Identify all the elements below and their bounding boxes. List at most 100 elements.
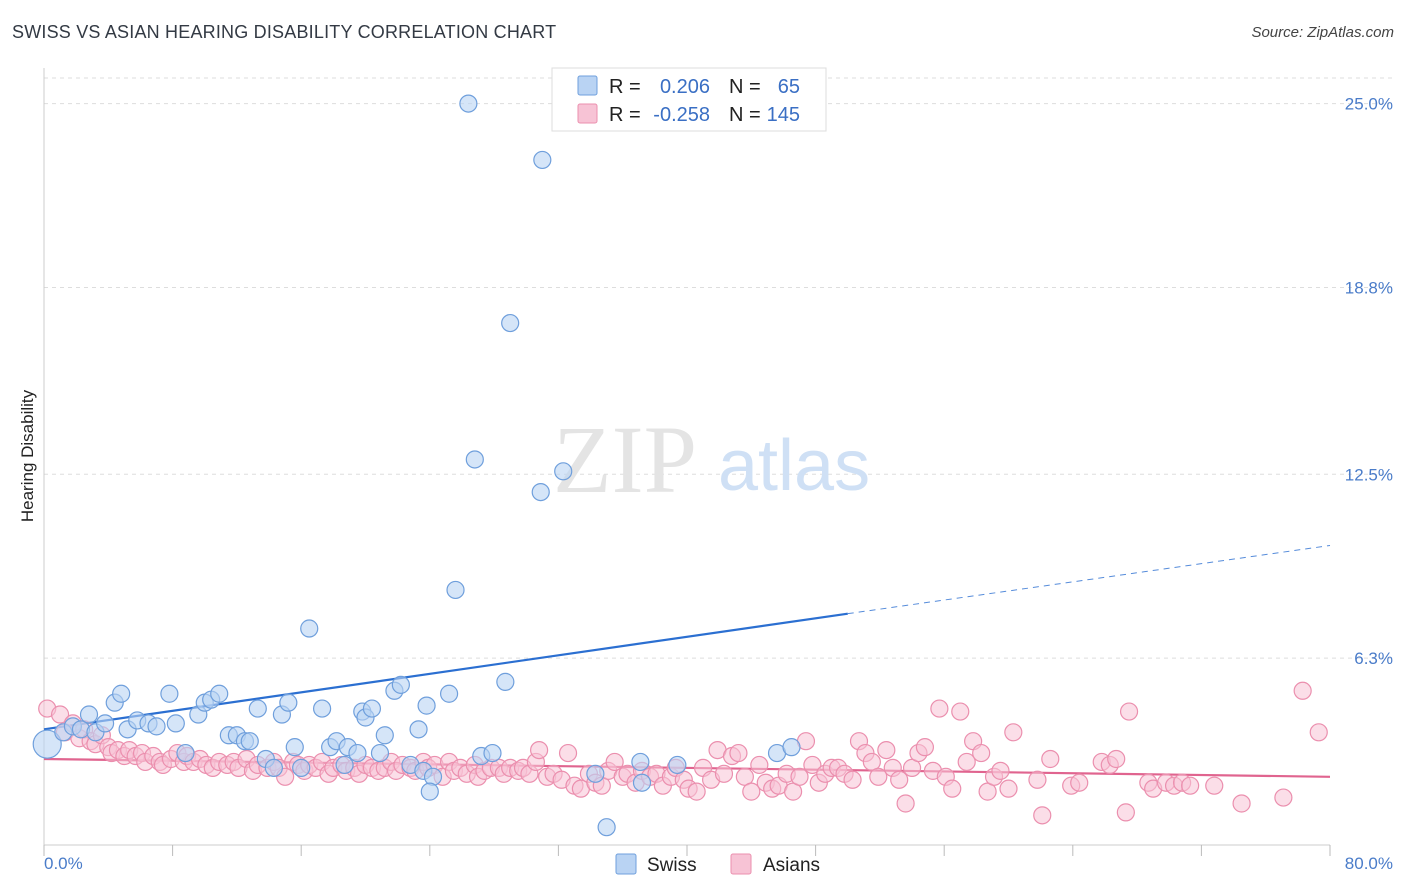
asian-point-110 — [742, 782, 761, 801]
asian-point-157 — [1107, 749, 1126, 769]
asian-point-169 — [1293, 681, 1312, 700]
swiss-point-6 — [95, 714, 115, 733]
gridlines — [44, 77, 1393, 659]
asian-point-167 — [1232, 794, 1251, 813]
swiss-point-54 — [465, 450, 484, 469]
asian-point-111 — [750, 755, 769, 775]
swiss-point-29 — [285, 738, 304, 757]
swiss-point-60 — [533, 150, 552, 170]
watermark-atlas: atlas — [718, 426, 870, 506]
legend-swiss-r-label: R = — [609, 76, 641, 98]
asian-point-170 — [1309, 723, 1328, 742]
legend-swiss-n-label: N = — [729, 76, 761, 98]
swiss-point-66 — [668, 755, 687, 775]
asian-points — [38, 681, 1328, 825]
bottom-legend-swatch-asian — [730, 853, 752, 875]
swiss-point-24 — [248, 699, 267, 718]
swiss-point-28 — [279, 693, 298, 712]
swiss-point-61 — [554, 462, 573, 481]
swiss-point-8 — [112, 684, 131, 703]
asian-point-138 — [930, 699, 949, 718]
asian-point-158 — [1116, 803, 1135, 822]
swiss-point-49 — [423, 767, 443, 786]
y-axis-label: Hearing Disability — [18, 389, 37, 522]
swiss-point-19 — [210, 684, 229, 703]
bottom-legend: Swiss Asians — [615, 853, 820, 876]
swiss-point-12 — [147, 717, 166, 736]
swiss-point-40 — [362, 699, 382, 718]
asian-point-132 — [890, 770, 909, 789]
legend-asian-n-value: 145 — [767, 104, 800, 126]
swiss-point-57 — [496, 672, 515, 691]
asian-point-130 — [877, 740, 896, 760]
asian-point-129 — [869, 767, 888, 786]
asian-point-152 — [1041, 749, 1060, 769]
y-tick-label-3: 25.0% — [1345, 95, 1393, 114]
swiss-point-59 — [531, 482, 550, 502]
asian-point-159 — [1119, 702, 1139, 721]
swiss-trend-line-extension — [847, 544, 1331, 615]
asian-point-166 — [1205, 776, 1224, 795]
legend-swatch-asian — [577, 103, 598, 124]
asian-point-90 — [605, 752, 624, 772]
swiss-point-41 — [370, 743, 390, 763]
swiss-point-47 — [417, 696, 436, 715]
swiss-point-62 — [586, 764, 605, 783]
asian-point-133 — [896, 794, 915, 813]
bottom-legend-asians: Asians — [763, 855, 820, 876]
swiss-point-63 — [597, 818, 616, 837]
swiss-point-13 — [160, 684, 179, 703]
asian-point-1 — [50, 705, 70, 724]
watermark-zip: ZIP — [553, 406, 697, 513]
x-tick-label-right: 80.0% — [1345, 854, 1393, 873]
asian-point-141 — [951, 702, 970, 721]
asian-point-144 — [972, 743, 991, 763]
legend-swatch-swiss — [577, 75, 598, 96]
swiss-trend-line — [43, 612, 848, 731]
asian-point-151 — [1033, 806, 1052, 825]
watermark: ZIP atlas — [553, 406, 870, 513]
swiss-point-32 — [312, 699, 332, 718]
swiss-point-42 — [375, 726, 394, 745]
asian-point-149 — [1004, 723, 1023, 742]
swiss-point-30 — [292, 758, 311, 777]
swiss-point-15 — [176, 743, 195, 763]
asian-point-83 — [558, 743, 578, 763]
legend-swiss-r-value: 0.206 — [660, 76, 710, 98]
swiss-point-44 — [391, 675, 410, 694]
legend-box: R = 0.206 N = 65 R = -0.258 N = 145 — [551, 67, 827, 132]
asian-point-125 — [843, 770, 862, 789]
legend-asian-r-value: -0.258 — [653, 104, 710, 126]
bottom-legend-swiss: Swiss — [647, 855, 697, 876]
y-tick-label-2: 18.8% — [1345, 278, 1393, 297]
swiss-point-37 — [348, 743, 367, 763]
bottom-legend-swatch-swiss — [615, 853, 637, 875]
asian-point-79 — [530, 740, 549, 760]
y-tick-label-1: 12.5% — [1345, 465, 1393, 484]
swiss-point-65 — [631, 752, 650, 772]
x-tick-label-left: 0.0% — [44, 854, 83, 873]
swiss-point-46 — [409, 720, 428, 739]
swiss-point-53 — [459, 94, 478, 113]
swiss-point-64 — [632, 773, 652, 792]
asian-point-147 — [991, 761, 1010, 780]
swiss-point-23 — [240, 732, 259, 751]
swiss-point-51 — [439, 684, 459, 703]
legend-swiss-n-value: 65 — [778, 76, 800, 98]
asian-point-150 — [1028, 770, 1047, 789]
swiss-point-14 — [166, 714, 185, 733]
swiss-point-68 — [782, 738, 801, 757]
y-tick-labels: 6.3% 12.5% 18.8% 25.0% — [1345, 95, 1393, 669]
swiss-points — [32, 94, 801, 837]
swiss-point-50 — [420, 782, 439, 801]
asian-point-136 — [915, 738, 935, 757]
asian-point-140 — [943, 779, 962, 798]
chart-title: SWISS VS ASIAN HEARING DISABILITY CORREL… — [12, 22, 557, 42]
asian-point-165 — [1181, 776, 1200, 795]
asian-point-154 — [1070, 773, 1089, 792]
swiss-point-56 — [483, 743, 502, 763]
legend-asian-r-label: R = — [609, 104, 641, 126]
asian-point-102 — [687, 782, 706, 801]
source-label: Source: ZipAtlas.com — [1251, 24, 1394, 41]
